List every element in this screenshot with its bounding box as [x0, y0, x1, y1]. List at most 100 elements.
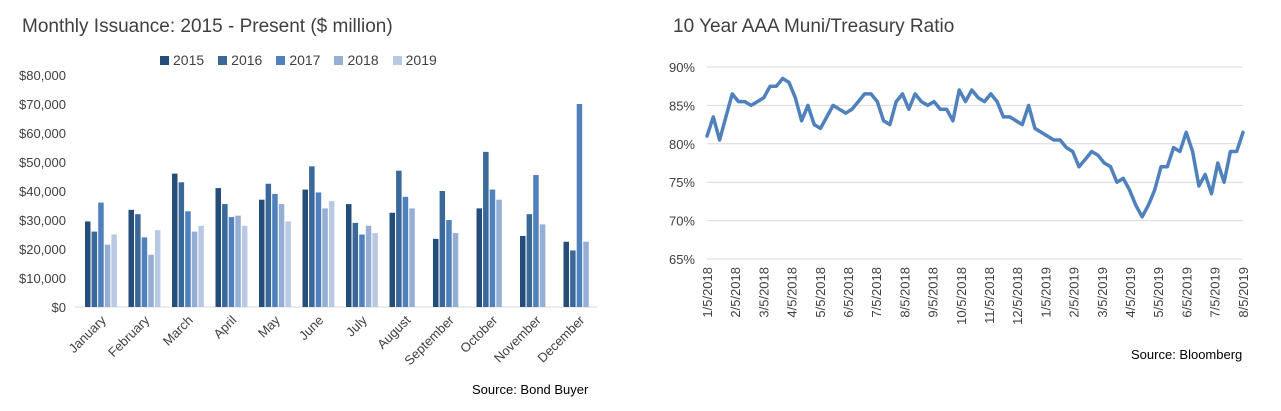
bar-2019-march — [198, 225, 204, 307]
bar-2017-april — [228, 217, 235, 307]
bar-2018-november — [539, 224, 546, 307]
bar-2017-december — [576, 104, 583, 307]
bar-2016-december — [570, 250, 576, 307]
y-tick-label: $0 — [52, 300, 66, 315]
bar-2017-january — [98, 202, 104, 307]
x-tick-label: 9/5/2018 — [926, 267, 941, 318]
legend-swatch — [334, 55, 344, 65]
x-tick-label: 6/5/2019 — [1179, 267, 1194, 318]
x-tick-label: 5/5/2018 — [813, 267, 828, 318]
x-tick-label: 11/5/2018 — [982, 267, 997, 324]
legend-label: 2016 — [231, 52, 263, 68]
bar-2017-march — [185, 211, 191, 307]
legend-swatch — [160, 55, 169, 65]
y-tick-label: $20,000 — [19, 242, 66, 257]
bar-2019-april — [241, 225, 248, 307]
bar-2017-september — [446, 220, 452, 307]
x-tick-label: March — [160, 313, 196, 349]
y-tick-label: $40,000 — [19, 184, 66, 199]
legend-label: 2015 — [173, 52, 205, 68]
x-tick-label: 1/5/2019 — [1038, 267, 1053, 318]
bar-2015-february — [128, 209, 134, 307]
bar-2018-august — [409, 208, 415, 307]
x-tick-label: 1/5/2018 — [700, 267, 715, 318]
y-tick-label: $30,000 — [19, 213, 66, 228]
issuance-chart-title: Monthly Issuance: 2015 - Present ($ mill… — [22, 16, 393, 37]
x-tick-label: 3/5/2018 — [756, 267, 771, 318]
x-tick-label: 4/5/2019 — [1123, 267, 1138, 318]
bar-2015-march — [172, 173, 178, 307]
bar-2015-october — [476, 208, 482, 307]
x-tick-label: May — [255, 312, 283, 340]
y-tick-label: $50,000 — [19, 155, 66, 170]
bar-2019-may — [285, 221, 291, 307]
bar-2019-june — [328, 201, 335, 307]
x-tick-label: October — [457, 312, 501, 356]
y-tick-label: $70,000 — [19, 97, 66, 112]
x-tick-label: February — [105, 312, 153, 360]
bar-2018-march — [191, 231, 198, 307]
x-tick-label: 2/5/2018 — [728, 267, 743, 318]
bar-2015-november — [520, 235, 526, 307]
y-tick-label: 65% — [669, 252, 695, 267]
x-tick-label: July — [343, 312, 370, 339]
x-tick-label: 6/5/2018 — [841, 267, 856, 318]
bar-2015-august — [389, 212, 395, 307]
bar-2016-march — [178, 182, 185, 307]
y-tick-label: 90% — [669, 60, 695, 75]
x-tick-label: December — [534, 312, 587, 365]
bar-2016-april — [222, 204, 228, 307]
bar-2018-december — [583, 241, 589, 307]
bar-2019-february — [154, 230, 161, 307]
x-tick-label: 7/5/2018 — [869, 267, 884, 318]
bar-2017-february — [141, 237, 148, 307]
bar-2015-september — [433, 238, 439, 307]
bar-2015-december — [563, 241, 569, 307]
bar-2018-july — [365, 225, 372, 307]
issuance-bar-chart: $0 $10,000 $20,000 $30,000 $40,000 $50,000 $60… — [19, 68, 597, 368]
bar-2016-november — [526, 214, 533, 307]
legend-item-2019: 2019 — [392, 52, 437, 68]
y-tick-label: $60,000 — [19, 126, 66, 141]
x-tick-label: 8/5/2019 — [1236, 267, 1251, 318]
x-tick-label: August — [374, 312, 413, 351]
legend-item-2016: 2016 — [218, 52, 262, 68]
x-tick-label: 5/5/2019 — [1151, 267, 1166, 318]
bar-2018-may — [278, 204, 285, 307]
legend-label: 2018 — [347, 52, 379, 68]
legend-item-2015: 2015 — [160, 52, 204, 68]
x-tick-label: January — [66, 312, 110, 356]
bar-2016-september — [439, 191, 446, 307]
ratio-series-line — [705, 76, 1245, 219]
x-tick-label: 10/5/2018 — [954, 267, 969, 325]
bar-2015-july — [346, 204, 352, 307]
bar-2015-june — [302, 189, 308, 307]
bar-2018-october — [496, 199, 502, 307]
bar-2018-january — [104, 244, 111, 307]
bar-2018-june — [322, 208, 328, 307]
bar-2015-april — [215, 188, 221, 307]
bar-2017-june — [315, 192, 322, 307]
bar-2018-april — [235, 215, 241, 307]
bar-2016-june — [309, 166, 315, 307]
ratio-line-chart: 65% 70% 75% 80% 85% 90% 1/5/2018 2/5/2018 3/5/20… — [669, 60, 1251, 325]
issuance-legend: 2015 2016 2017 2018 2019 — [160, 52, 437, 68]
legend-label: 2017 — [289, 52, 321, 68]
x-tick-label: 4/5/2018 — [785, 267, 800, 318]
x-tick-label: 3/5/2019 — [1095, 267, 1110, 318]
legend-item-2018: 2018 — [334, 52, 379, 68]
bar-2017-may — [272, 193, 278, 307]
ratio-source: Source: Bloomberg — [1131, 347, 1243, 362]
bar-2016-july — [352, 222, 359, 307]
bar-2015-may — [259, 199, 265, 307]
legend-label: 2019 — [405, 52, 437, 68]
ratio-chart-title: 10 Year AAA Muni/Treasury Ratio — [673, 16, 955, 37]
x-tick-label: 7/5/2019 — [1208, 267, 1223, 318]
bar-2018-february — [148, 254, 154, 307]
legend-swatch — [276, 55, 286, 65]
bar-2017-october — [489, 189, 496, 307]
x-tick-label: June — [296, 313, 327, 344]
bar-2019-january — [111, 234, 117, 307]
legend-swatch — [392, 55, 402, 65]
bar-2017-november — [533, 175, 539, 307]
